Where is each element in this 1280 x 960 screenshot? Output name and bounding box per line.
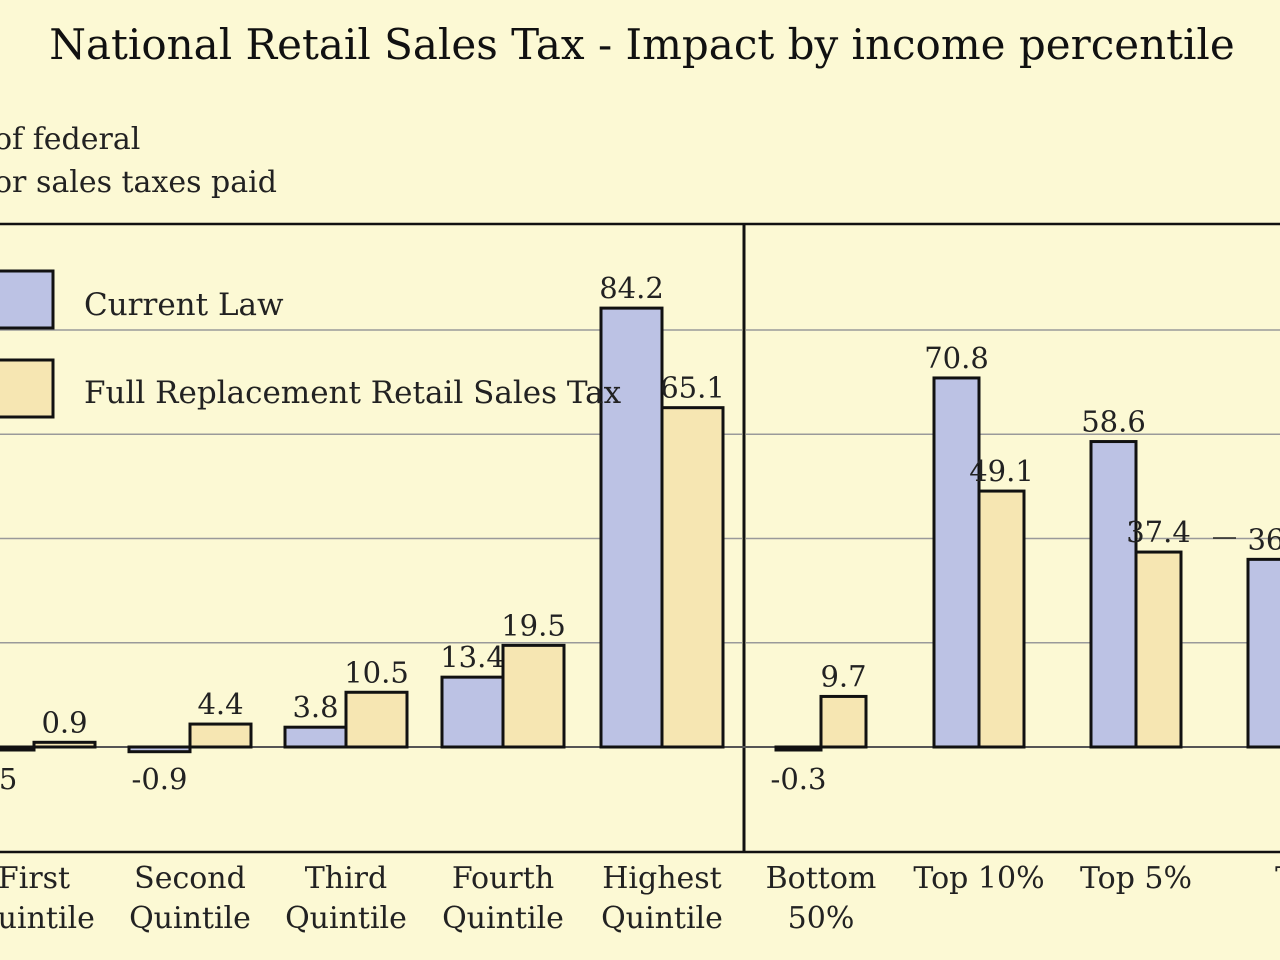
bar-current-law-9 [1246, 557, 1280, 749]
legend-label-2: Full Replacement Retail Sales Tax [84, 375, 622, 411]
label-current-law-7: 70.8 [924, 341, 989, 375]
label-current-law-8: 58.6 [1081, 405, 1146, 439]
x-tick-label-5-line-2: Quintile [601, 901, 723, 936]
y-axis-label-line-1: of federal [0, 122, 141, 157]
label-current-law-2: -0.9 [132, 762, 188, 796]
x-tick-label-3-line-1: Third [305, 861, 387, 896]
bar-current-law-7 [932, 376, 981, 749]
bar-replacement-8 [1134, 550, 1183, 749]
x-tick-label-9-line-1: To [1275, 861, 1280, 896]
x-tick-label-2-line-1: Second [134, 861, 246, 896]
x-tick-label-2-line-2: Quintile [129, 901, 251, 936]
chart-title: National Retail Sales Tax - Impact by in… [49, 20, 1235, 69]
bar-current-law-6 [774, 745, 823, 752]
label-current-law-3: 3.8 [292, 690, 338, 724]
bar-replacement-1 [32, 740, 97, 749]
label-replacement-6: 9.7 [820, 659, 866, 693]
bar-current-law-1 [0, 745, 36, 752]
legend-label-1: Current Law [84, 287, 284, 323]
y-axis-label-line-2: or sales taxes paid [0, 165, 277, 200]
bar-replacement-7 [977, 489, 1026, 749]
bar-replacement-6 [819, 694, 868, 749]
x-tick-label-1-line-1: First [0, 861, 70, 896]
bar-current-law-5 [599, 306, 664, 749]
bar-replacement-4 [501, 643, 566, 749]
label-current-law-1: .5 [0, 762, 17, 796]
label-current-law-5: 84.2 [599, 271, 664, 305]
bar-current-law-2 [127, 745, 192, 754]
x-tick-label-6-line-1: Bottom [766, 861, 877, 896]
legend-swatch-1 [0, 269, 55, 330]
bar-replacement-2 [188, 722, 253, 749]
bar-current-law-3 [283, 725, 348, 749]
label-replacement-5: 65.1 [660, 371, 725, 405]
x-tick-label-7-line-1: Top 10% [913, 861, 1044, 896]
x-tick-label-6-line-2: 50% [788, 901, 855, 936]
label-current-law-6: -0.3 [771, 762, 827, 796]
x-tick-label-3-line-2: Quintile [285, 901, 407, 936]
bar-current-law-8 [1089, 440, 1138, 749]
x-tick-label-1-line-2: Quintile [0, 901, 95, 936]
label-replacement-3: 10.5 [344, 655, 409, 689]
label-replacement-7: 49.1 [969, 454, 1034, 488]
x-tick-label-5-line-1: Highest [602, 861, 722, 896]
bar-current-law-4 [440, 675, 505, 749]
label-replacement-8: 37.4 [1126, 515, 1191, 549]
label-current-law-4: 13.4 [440, 640, 505, 674]
bar-replacement-3 [344, 690, 409, 749]
label-replacement-2: 4.4 [197, 687, 243, 721]
label-current-law-9: 36. [1247, 522, 1280, 556]
x-tick-label-4-line-1: Fourth [452, 861, 554, 896]
x-tick-label-8-line-1: Top 5% [1080, 861, 1192, 896]
label-replacement-4: 19.5 [501, 608, 566, 642]
x-tick-label-4-line-2: Quintile [442, 901, 564, 936]
legend-swatch-2 [0, 358, 55, 419]
bar-replacement-5 [660, 406, 725, 749]
label-replacement-1: 0.9 [41, 705, 87, 739]
